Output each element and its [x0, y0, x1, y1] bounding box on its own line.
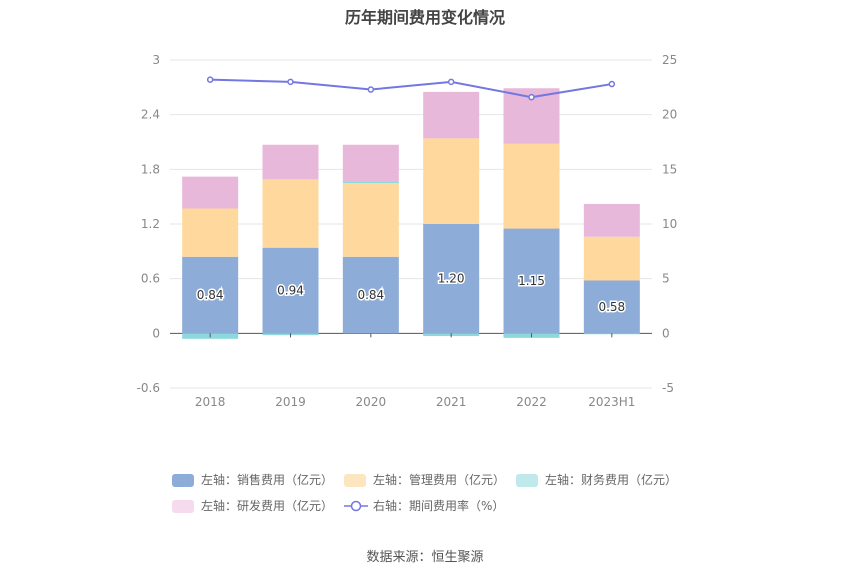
expense-rate-point	[608, 80, 616, 88]
right-axis-tick-label: 10	[662, 217, 677, 231]
data-label: 1.20	[438, 272, 465, 286]
legend-label-finance: 左轴：财务费用（亿元）	[545, 473, 678, 487]
x-axis-tick-label: 2018	[195, 395, 226, 409]
expense-rate-point	[528, 93, 535, 101]
left-axis-tick-label: 2.4	[141, 108, 160, 122]
x-axis-tick-label: 2021	[436, 395, 467, 409]
source-text: 数据来源：恒生聚源	[366, 550, 484, 565]
legend-swatch-rnd	[172, 500, 194, 513]
x-axis-tick-label: 2019	[275, 395, 306, 409]
legend-swatch-sales	[172, 474, 194, 487]
right-axis-tick-label: 0	[662, 326, 670, 340]
bar-segment	[342, 144, 399, 182]
legend-label-admin: 左轴：管理费用（亿元）	[373, 473, 506, 487]
expense-rate-point	[447, 78, 455, 86]
left-axis-tick-label: 0.6	[141, 272, 160, 286]
left-axis-tick-label: 1.8	[141, 162, 160, 176]
bar-segment	[262, 144, 319, 180]
data-label: 0.84	[197, 288, 224, 302]
bar-segment	[342, 256, 399, 334]
left-axis-tick-label: 1.2	[141, 217, 160, 231]
legend-swatch-finance	[516, 474, 538, 487]
data-label: 0.58	[598, 300, 625, 314]
bar-segment	[583, 203, 640, 237]
bar-segment	[583, 280, 640, 334]
bar-segment	[262, 179, 319, 248]
bar-segment	[262, 247, 319, 334]
legend-label-rnd: 左轴：研发费用（亿元）	[201, 499, 334, 513]
expense-rate-point	[206, 76, 214, 83]
left-axis-tick-label: -0.6	[137, 381, 160, 395]
legend-label-sales: 左轴：销售费用（亿元）	[201, 473, 334, 487]
data-label: 1.15	[518, 274, 545, 288]
expense-rate-point	[287, 78, 294, 86]
legend-label-expense-rate: 右轴：期间费用率（%）	[373, 499, 505, 513]
bar-segment	[583, 236, 640, 281]
expense-rate-point	[367, 86, 375, 93]
legend-line-icon	[344, 500, 368, 512]
bar-segment	[423, 91, 480, 139]
x-axis-tick-label: 2022	[516, 395, 547, 409]
bar-segment	[182, 256, 239, 334]
bar-segment	[423, 224, 480, 334]
left-axis-tick-label: 3	[152, 53, 160, 67]
x-axis-tick-label: 2023H1	[588, 395, 635, 409]
chart-title: 历年期间费用变化情况	[344, 8, 505, 27]
bar-segment	[342, 183, 399, 257]
right-axis-tick-label: -5	[662, 381, 674, 395]
data-label: 0.84	[357, 288, 384, 302]
bar-segment	[423, 138, 480, 224]
right-axis-tick-label: 15	[662, 162, 677, 176]
data-label: 0.94	[277, 284, 304, 298]
expense-rate-line	[210, 78, 612, 99]
left-axis-tick-label: 0	[152, 326, 160, 340]
bar-segment	[342, 181, 399, 183]
right-axis-tick-label: 5	[662, 272, 670, 286]
right-axis-tick-label: 25	[662, 53, 677, 67]
bar-segment	[503, 143, 560, 229]
legend-swatch-admin	[344, 474, 366, 487]
chart-plot: 0.84 0.94 0.84 1.20 1.15 0.58 -0.6 0 0.6 1.2 1.8 2…	[137, 53, 678, 409]
right-axis-tick-label: 20	[662, 108, 677, 122]
bar-segment	[182, 176, 239, 209]
bar-segment	[503, 228, 560, 334]
x-axis-tick-label: 2020	[356, 395, 387, 409]
bar-segment	[182, 208, 239, 257]
